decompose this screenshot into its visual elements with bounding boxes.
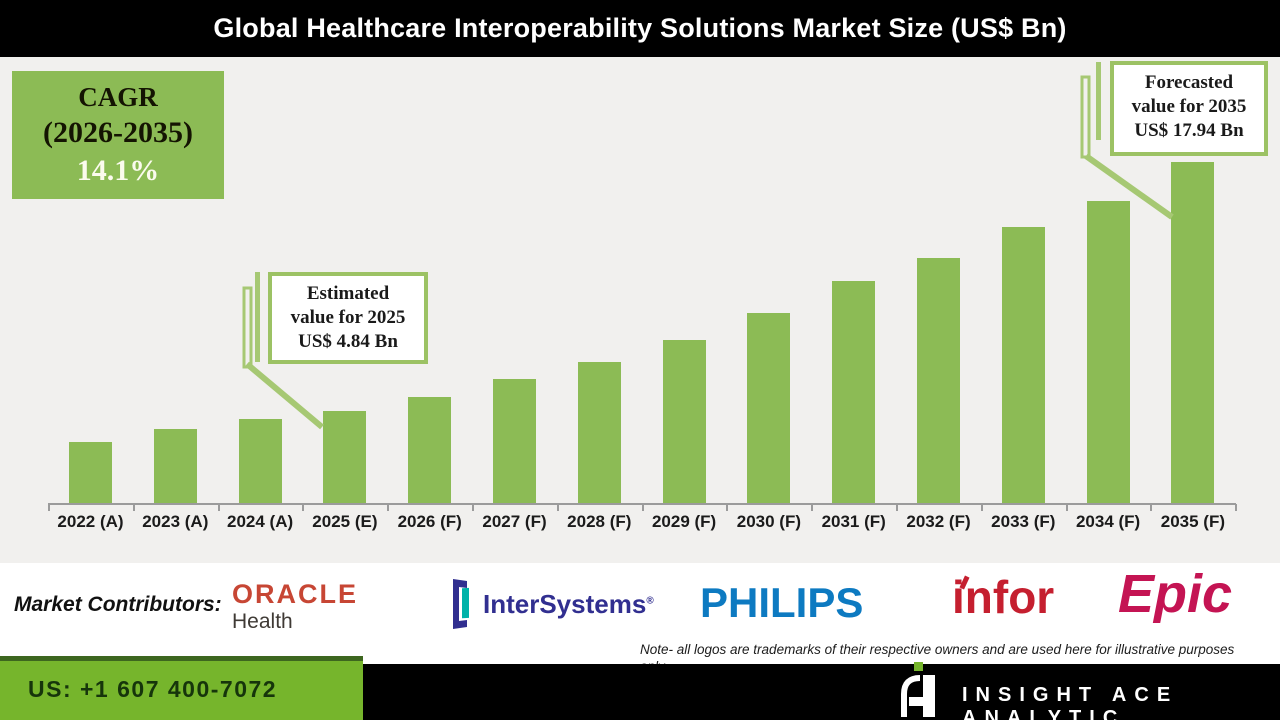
forecasted-callout: Forecasted value for 2035 US$ 17.94 Bn: [1110, 61, 1268, 156]
x-axis-label: 2029 (F): [651, 512, 717, 531]
axis-tick: [1235, 504, 1238, 511]
title-bar: Global Healthcare Interoperability Solut…: [0, 0, 1280, 57]
x-axis-label: 2026 (F): [397, 512, 462, 531]
x-axis-label: 2033 (F): [991, 512, 1056, 531]
bar-2029-f: [662, 340, 706, 503]
estimated-value: US$ 4.84 Bn: [298, 331, 398, 352]
infor-logo: infor: [952, 571, 1055, 623]
estimated-line2: value for 2025: [290, 307, 406, 328]
axis-tick: [302, 504, 305, 511]
cagr-label: CAGR: [78, 82, 158, 112]
axis-tick: [1150, 504, 1153, 511]
bar-2027-f: [492, 379, 536, 503]
bar-2028-f: [577, 362, 621, 503]
phone-number: US: +1 607 400-7072: [28, 676, 278, 702]
bar-2035-f: [1171, 162, 1215, 503]
bar-2025-e: [323, 411, 367, 503]
registered-mark: ®: [646, 594, 654, 606]
contributors-section: [0, 563, 1280, 664]
bar-2030-f: [747, 313, 791, 503]
axis-tick: [896, 504, 898, 511]
bar-2022-a: [68, 442, 112, 503]
x-axis-label: 2028 (F): [567, 512, 632, 531]
axis-tick: [1065, 504, 1068, 511]
phone-block: US: +1 607 400-7072: [0, 656, 363, 720]
bar-2024-a: [238, 419, 282, 503]
axis-tick: [641, 504, 644, 511]
oracle-health-logo: ORACLE Health: [232, 579, 358, 634]
contributors-label: Market Contributors:: [14, 593, 222, 616]
bar-2031-f: [832, 281, 876, 503]
insight-ace-logo-icon: [895, 661, 941, 720]
philips-logo: PHILIPS: [700, 579, 864, 626]
bar-2023-a: [153, 429, 197, 503]
x-axis-label: 2024 (A): [227, 512, 294, 531]
axis-tick: [472, 504, 474, 511]
bar-2026-f: [408, 397, 452, 503]
axis-tick: [726, 504, 729, 511]
x-axis-label: 2025 (E): [312, 512, 378, 531]
brand-name: INSIGHT ACE ANALYTIC: [962, 684, 1179, 720]
x-axis-label: 2034 (F): [1075, 512, 1141, 531]
axis-tick: [132, 504, 135, 511]
cagr-period: (2026-2035): [43, 116, 193, 149]
forecasted-line2: value for 2035: [1131, 96, 1247, 117]
intersystems-logo: InterSystems®: [447, 577, 654, 631]
axis-tick: [387, 504, 390, 511]
estimated-line1: Estimated: [306, 283, 390, 304]
oracle-health-text: Health: [232, 610, 293, 633]
axis-tick: [811, 504, 814, 511]
axis-tick: [980, 504, 983, 511]
x-axis-label: 2023 (A): [142, 512, 209, 531]
cagr-value: 14.1%: [76, 154, 160, 187]
chart-title: Global Healthcare Interoperability Solut…: [213, 13, 1067, 43]
estimated-callout: Estimated value for 2025 US$ 4.84 Bn: [268, 272, 428, 364]
oracle-wordmark: ORACLE: [232, 579, 358, 609]
forecasted-line1: Forecasted: [1144, 72, 1234, 93]
x-axis-label: 2027 (F): [482, 512, 547, 531]
x-axis-label: 2030 (F): [736, 512, 802, 531]
bar-2033-f: [1001, 227, 1045, 503]
intersystems-mark-icon: [453, 579, 469, 629]
x-axis-label: 2035 (F): [1160, 512, 1226, 531]
axis-tick: [48, 504, 50, 511]
axis-tick: [556, 504, 559, 511]
x-axis-label: 2031 (F): [821, 512, 886, 531]
bar-2034-f: [1086, 201, 1130, 503]
trademark-note-line1: Note- all logos are trademarks of their …: [640, 642, 1235, 657]
epic-logo: Epic: [1118, 564, 1233, 624]
bar-2032-f: [916, 258, 960, 503]
intersystems-wordmark: InterSystems®: [483, 588, 654, 619]
forecasted-value: US$ 17.94 Bn: [1134, 120, 1244, 141]
cagr-box: CAGR (2026-2035) 14.1%: [12, 71, 224, 199]
x-axis-label: 2022 (A): [57, 512, 124, 531]
axis-tick: [217, 504, 220, 511]
x-axis-label: 2032 (F): [906, 512, 971, 531]
